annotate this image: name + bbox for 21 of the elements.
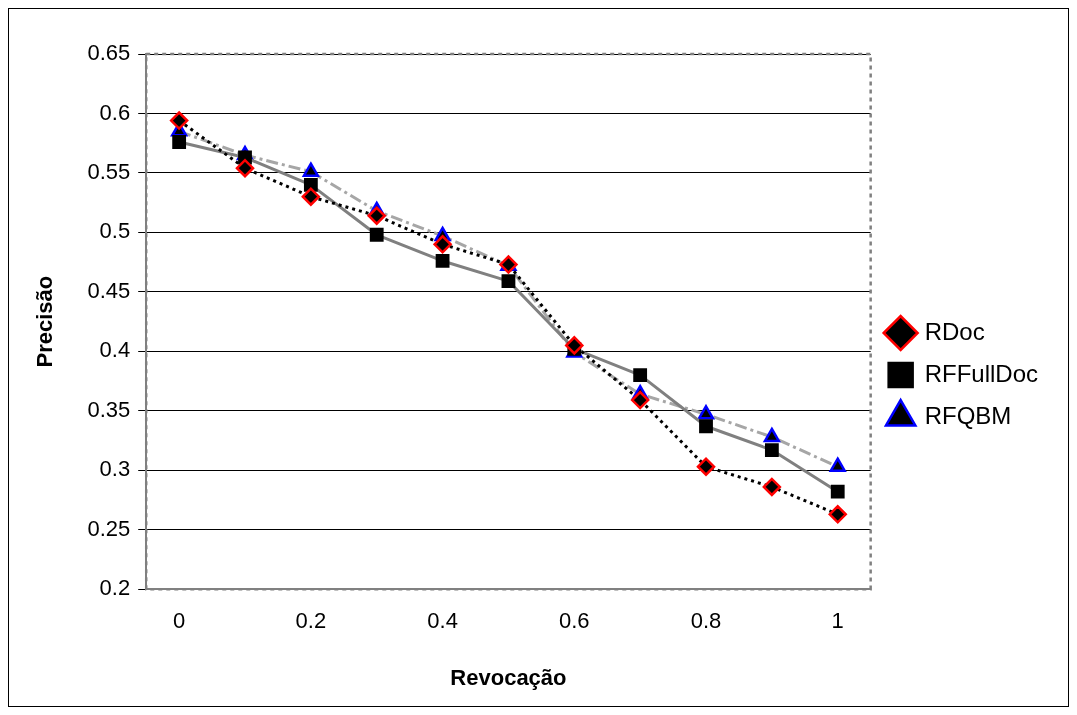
y-tick-label: 0.55 [87, 159, 131, 184]
y-tick-label: 0.3 [99, 456, 131, 482]
y-tick-label: 0.65 [87, 40, 131, 66]
y-tick-label: 0.2 [99, 575, 131, 601]
y-tick-label: 0.25 [87, 515, 131, 541]
y-tick-label: 0.6 [99, 99, 131, 125]
x-tick-label: 0.2 [295, 608, 327, 634]
y-axis-title: Precisão [32, 275, 58, 368]
x-axis-title: Revocação [450, 664, 567, 690]
y-tick-label: 0.35 [87, 396, 131, 422]
x-tick-label: 0 [173, 608, 186, 634]
x-tick-label: 0.8 [690, 608, 722, 634]
x-tick-label: 1 [831, 608, 844, 634]
x-tick-label: 0.6 [559, 608, 590, 634]
legend-label: RFQBM [924, 401, 1012, 429]
y-tick-label: 0.5 [99, 218, 131, 244]
legend-label: RFFullDoc [924, 359, 1038, 387]
x-tick-label: 0.4 [427, 608, 458, 634]
y-tick-label: 0.45 [87, 277, 131, 303]
legend-label: RDoc [924, 317, 985, 345]
y-tick-label: 0.4 [99, 337, 131, 363]
